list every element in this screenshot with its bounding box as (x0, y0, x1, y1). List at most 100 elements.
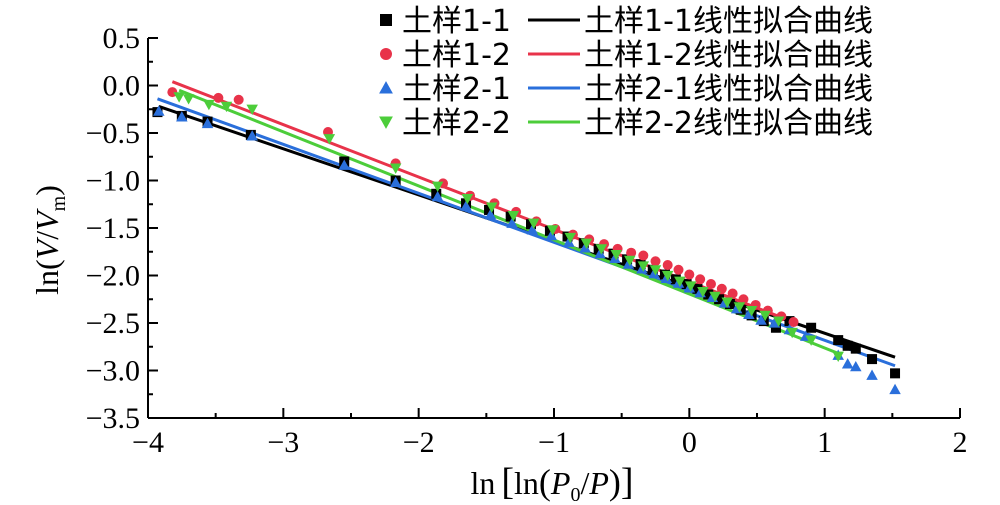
data-point-series-3 (338, 159, 350, 170)
data-point-series-4 (674, 276, 686, 287)
data-point-series-2 (727, 288, 738, 299)
data-point-series-4 (485, 202, 498, 213)
data-point-series-4 (580, 238, 593, 249)
y-axis-title: ln(V/Vm) (29, 185, 70, 295)
data-point-series-4 (203, 99, 215, 111)
data-point-series-1 (770, 322, 781, 333)
y-tick-label: −0.5 (86, 117, 140, 150)
data-point-series-1 (806, 322, 817, 333)
y-tick-label: −3.0 (86, 355, 140, 388)
legend-marker-3 (379, 81, 393, 94)
data-point-series-1 (544, 225, 555, 236)
data-point-series-2 (233, 94, 244, 105)
data-point-series-4 (595, 244, 608, 255)
y-tick-label: −3.5 (86, 402, 140, 435)
data-point-series-2 (738, 294, 749, 305)
legend-fit-label-1: 土样1-1线性拟合曲线 (584, 4, 873, 39)
x-axis-title: ln [ln(P0/P)] (470, 461, 633, 505)
legend-fit-label-3: 土样2-1线性拟合曲线 (584, 72, 873, 107)
data-point-series-2 (626, 247, 637, 258)
data-point-series-4 (661, 270, 674, 282)
data-point-series-4 (182, 94, 195, 105)
data-point-series-2 (695, 274, 706, 285)
y-tick-label: 0.0 (103, 70, 141, 103)
data-point-series-2 (705, 279, 716, 290)
data-point-series-3 (545, 229, 558, 241)
data-point-series-4 (721, 297, 733, 308)
x-tick-label: 0 (682, 426, 697, 459)
x-tick-label: 1 (817, 426, 832, 459)
data-point-series-3 (743, 308, 755, 320)
data-point-series-1 (692, 283, 703, 294)
data-point-series-3 (755, 314, 767, 325)
data-point-series-4 (527, 218, 540, 229)
data-point-series-1 (724, 299, 735, 309)
data-point-series-4 (832, 351, 844, 362)
data-point-series-4 (772, 316, 785, 327)
y-tick-label: −2.5 (86, 307, 140, 340)
data-point-series-1 (833, 335, 844, 346)
data-point-series-4 (805, 335, 817, 346)
data-point-series-4 (745, 306, 758, 317)
data-point-series-4 (507, 211, 520, 222)
data-point-series-4 (461, 193, 474, 205)
legend-marker-1 (380, 14, 392, 26)
data-point-series-4 (759, 310, 771, 322)
data-point-series-4 (697, 287, 709, 298)
data-point-series-2 (716, 283, 727, 294)
data-point-series-4 (546, 225, 559, 236)
data-point-series-3 (768, 317, 781, 328)
legend-label-4: 土样2-2 (402, 106, 511, 141)
data-point-series-4 (624, 255, 636, 267)
data-point-series-1 (890, 368, 901, 379)
data-point-series-1 (850, 343, 861, 354)
y-tick-label: 0.5 (103, 22, 141, 55)
data-point-series-3 (246, 130, 258, 141)
data-point-series-2 (788, 317, 799, 328)
data-point-series-1 (525, 219, 536, 230)
legend-label-1: 土样1-1 (402, 4, 511, 39)
data-point-series-3 (841, 358, 854, 369)
data-point-series-3 (850, 360, 862, 372)
legend-label-3: 土样2-1 (402, 72, 511, 107)
data-point-series-2 (213, 92, 224, 103)
data-point-series-4 (220, 101, 233, 113)
data-point-series-3 (484, 208, 497, 220)
data-point-series-3 (460, 200, 472, 211)
data-point-series-1 (703, 289, 714, 300)
data-point-series-4 (649, 265, 662, 276)
x-tick-label: −4 (132, 426, 164, 459)
data-point-series-2 (650, 256, 661, 267)
data-point-series-3 (563, 236, 575, 247)
data-point-series-4 (431, 181, 444, 192)
x-tick-label: −3 (267, 426, 299, 459)
data-point-series-3 (389, 176, 402, 187)
y-tick-label: −1.0 (86, 165, 140, 198)
data-point-series-4 (173, 92, 185, 103)
data-point-series-3 (431, 190, 444, 202)
data-point-series-4 (610, 250, 623, 261)
data-point-series-4 (246, 104, 258, 115)
legend-marker-2 (380, 48, 392, 60)
data-point-series-4 (389, 163, 402, 174)
y-tick-label: −1.5 (86, 212, 140, 245)
x-tick-label: −2 (403, 426, 435, 459)
fit-line-4 (178, 88, 839, 355)
data-point-series-3 (866, 369, 878, 380)
data-point-series-2 (684, 269, 695, 280)
data-point-series-3 (594, 247, 606, 259)
axes-layer: −4 −3 −2 −1 0 1 2 0.5 0.0 −0.5 −1.0 −1.5 −2.0 −2.5 −3.… (86, 22, 968, 459)
data-point-series-4 (786, 327, 798, 339)
data-point-series-3 (153, 105, 165, 116)
data-point-series-1 (842, 340, 853, 351)
fit-line-3 (156, 97, 896, 368)
data-point-series-4 (637, 261, 650, 272)
data-point-series-1 (714, 294, 725, 305)
x-tick-label: −1 (538, 426, 570, 459)
data-point-series-4 (684, 281, 697, 292)
data-point-series-4 (564, 232, 576, 244)
data-point-series-3 (201, 117, 214, 129)
x-tick-label: 2 (953, 426, 968, 459)
